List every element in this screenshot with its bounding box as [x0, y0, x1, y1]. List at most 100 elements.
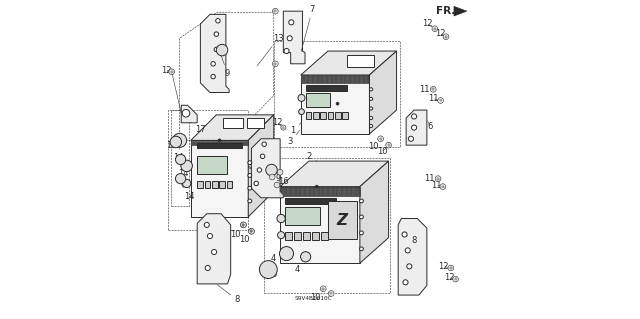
Polygon shape [280, 161, 388, 187]
Circle shape [241, 222, 246, 228]
Circle shape [369, 116, 372, 120]
Text: 9: 9 [271, 170, 281, 183]
Text: 14: 14 [173, 148, 183, 162]
Circle shape [328, 291, 334, 296]
Circle shape [360, 231, 364, 235]
Text: 14: 14 [178, 167, 189, 178]
Text: 5: 5 [268, 270, 276, 279]
Bar [303, 232, 310, 240]
Circle shape [402, 232, 407, 237]
Circle shape [181, 160, 193, 172]
Circle shape [287, 36, 292, 41]
Bar [212, 181, 218, 188]
Text: 10: 10 [377, 146, 388, 156]
Polygon shape [398, 219, 427, 295]
Circle shape [289, 20, 294, 25]
Bar [285, 198, 336, 204]
Bar [328, 201, 356, 239]
Circle shape [407, 264, 412, 269]
Circle shape [405, 248, 410, 253]
Bar [312, 232, 319, 240]
Polygon shape [248, 115, 274, 217]
Circle shape [175, 174, 186, 184]
Bar [197, 181, 203, 188]
Bar [328, 112, 333, 119]
Polygon shape [181, 105, 197, 123]
Circle shape [216, 44, 228, 56]
Text: 13: 13 [257, 34, 284, 66]
Bar [342, 112, 348, 119]
Circle shape [248, 161, 252, 165]
Circle shape [260, 154, 265, 159]
Circle shape [369, 107, 372, 110]
Circle shape [257, 168, 262, 172]
Circle shape [259, 261, 277, 278]
Bar [285, 207, 320, 225]
Circle shape [408, 136, 413, 141]
Text: 12: 12 [272, 118, 282, 127]
Circle shape [254, 181, 259, 186]
Text: 4: 4 [271, 254, 280, 263]
Text: 12: 12 [161, 66, 171, 75]
Text: 10: 10 [368, 139, 381, 151]
Circle shape [284, 48, 289, 54]
Bar [246, 118, 264, 128]
Circle shape [452, 276, 458, 282]
Text: 15: 15 [166, 141, 177, 150]
Circle shape [212, 249, 217, 255]
Bar [321, 232, 328, 240]
Bar [219, 181, 225, 188]
Circle shape [207, 234, 212, 239]
Circle shape [278, 232, 285, 239]
Text: 7: 7 [301, 5, 315, 51]
Polygon shape [369, 51, 397, 134]
Polygon shape [301, 51, 397, 75]
Circle shape [262, 142, 266, 146]
Circle shape [248, 186, 252, 190]
Text: 10: 10 [230, 226, 243, 239]
Circle shape [299, 109, 305, 115]
Circle shape [169, 69, 175, 75]
Text: 11: 11 [424, 174, 438, 183]
Text: 4: 4 [295, 258, 305, 274]
Circle shape [403, 280, 408, 285]
Circle shape [182, 179, 191, 188]
Bar [306, 112, 312, 119]
Bar [320, 112, 326, 119]
Circle shape [266, 164, 277, 176]
Circle shape [378, 136, 383, 142]
Text: FR.: FR. [436, 6, 456, 16]
Circle shape [448, 265, 454, 271]
Text: Z: Z [337, 212, 348, 228]
Text: 1: 1 [291, 122, 301, 135]
Circle shape [369, 88, 372, 91]
Circle shape [430, 86, 436, 92]
Polygon shape [191, 140, 248, 217]
Bar [306, 85, 347, 91]
Circle shape [248, 174, 252, 177]
Circle shape [440, 184, 445, 189]
Bar [191, 141, 248, 145]
Polygon shape [360, 161, 388, 263]
Bar [280, 187, 360, 196]
Polygon shape [284, 11, 305, 64]
Circle shape [248, 228, 254, 234]
Circle shape [369, 97, 372, 100]
Text: 16: 16 [278, 172, 289, 186]
Bar [306, 93, 330, 107]
Text: 12: 12 [438, 262, 449, 271]
Circle shape [274, 182, 280, 188]
Text: 9: 9 [220, 52, 230, 78]
Text: 10: 10 [239, 231, 252, 244]
Bar [223, 118, 243, 128]
Circle shape [216, 19, 220, 23]
Text: 10: 10 [310, 289, 323, 302]
Circle shape [173, 133, 187, 147]
Text: 14: 14 [181, 185, 195, 201]
Text: 11: 11 [419, 85, 433, 94]
Polygon shape [454, 6, 467, 16]
Text: S9V4B1610C: S9V4B1610C [295, 296, 332, 301]
Bar [294, 232, 301, 240]
Polygon shape [197, 214, 230, 284]
Bar [227, 181, 232, 188]
